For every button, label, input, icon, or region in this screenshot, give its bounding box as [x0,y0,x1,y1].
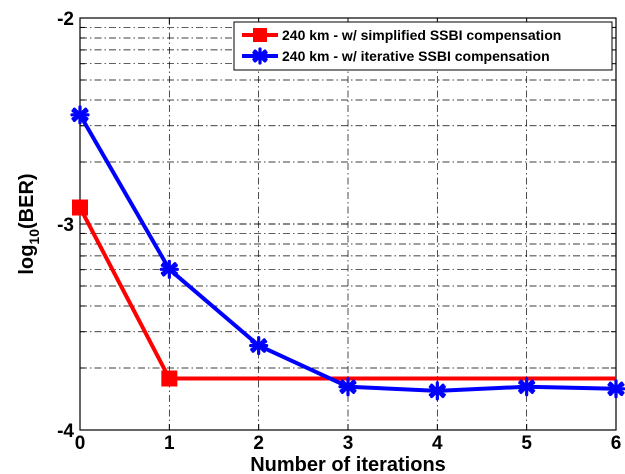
series [70,105,625,401]
data-point-marker-asterisk [606,379,625,399]
legend-entry: 240 km - w/ iterative SSBI compensation [242,47,550,65]
series-square [72,199,616,387]
legend-box [233,21,613,71]
data-point-marker-asterisk [70,105,90,125]
x-tick-label: 1 [164,433,175,454]
y-axis-label-rest: (BER) [16,173,38,229]
data-point-marker-asterisk [159,259,179,279]
y-axis-label: log10(BER) [16,173,42,274]
legend: 240 km - w/ simplified SSBI compensation… [233,21,613,71]
legend-label: 240 km - w/ iterative SSBI compensation [282,48,550,64]
x-axis-label: Number of iterations [250,454,446,474]
data-point-marker-asterisk [251,47,269,65]
y-axis-label-base: log [16,245,38,275]
x-tick-label: 2 [253,433,264,454]
y-tick-label: -4 [57,421,74,442]
x-tick-label: 0 [75,433,86,454]
data-point-marker-asterisk [338,377,358,397]
x-tick-label: 5 [521,433,532,454]
x-tick-label: 4 [432,433,443,454]
y-tick-label: -3 [57,215,74,236]
x-tick-label: 6 [611,433,622,454]
data-point-marker-asterisk [249,335,269,356]
x-tick-label: 3 [343,433,354,454]
data-point-marker-square [72,199,88,216]
y-tick-label: -2 [57,9,74,30]
data-point-marker-square [253,28,267,42]
y-axis-tick-labels: -4 -3 -2 [57,9,74,442]
grid [80,18,616,430]
data-point-marker-square [161,370,178,387]
x-axis-tick-labels: 0 1 2 3 4 5 6 [75,433,622,454]
legend-entry: 240 km - w/ simplified SSBI compensation [242,27,561,43]
data-point-marker-asterisk [517,377,537,397]
data-point-marker-asterisk [427,381,447,401]
legend-label: 240 km - w/ simplified SSBI compensation [282,27,561,43]
y-axis-label-subscript: 10 [26,229,42,245]
series-asterisk [70,105,625,401]
